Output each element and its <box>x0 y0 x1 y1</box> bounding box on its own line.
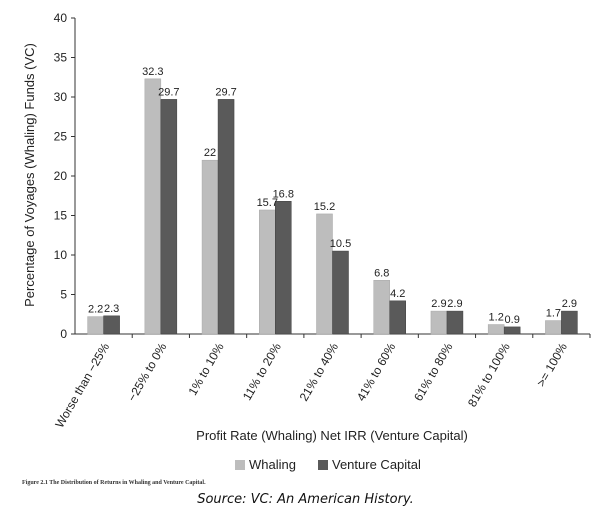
data-label-whaling: 1.2 <box>489 312 504 324</box>
data-label-whaling: 2.2 <box>88 304 103 316</box>
data-label-whaling: 32.3 <box>142 66 163 78</box>
bar-venture-capital <box>389 300 406 335</box>
x-axis-label: Profit Rate (Whaling) Net IRR (Venture C… <box>196 428 468 443</box>
y-tick-label: 40 <box>54 11 68 25</box>
bar-venture-capital <box>503 326 521 335</box>
data-label-venture-capital: 2.9 <box>447 298 462 310</box>
data-label-whaling: 15.7 <box>257 197 278 209</box>
x-tick-label: 81% to 100% <box>465 340 513 409</box>
x-tick-label: Worse than −25% <box>52 340 112 430</box>
x-tick-label: 21% to 40% <box>297 340 342 403</box>
bar-whaling <box>87 316 104 335</box>
figure-caption: Figure 2.1 The Distribution of Returns i… <box>22 480 206 486</box>
bar-venture-capital <box>332 250 349 335</box>
legend-swatch-whaling <box>235 460 245 470</box>
legend-swatch-venture-capital <box>318 460 328 470</box>
y-tick-label: 5 <box>60 288 67 302</box>
bar-whaling <box>487 324 505 335</box>
bar-whaling <box>373 280 390 335</box>
y-tick-label: 20 <box>54 169 68 183</box>
y-tick-label: 25 <box>54 130 68 144</box>
y-tick-labels: 0 5 10 15 20 25 30 35 40 <box>54 11 68 341</box>
bar-chart: 2.2 2.332.329.72229.715.716.815.210.56.84… <box>22 11 591 472</box>
data-label-venture-capital: 29.7 <box>215 86 236 98</box>
data-labels: 2.2 2.3 32.3 29.7 22 29.7 15.716.8 15.2 10.5 6.84… <box>88 66 577 326</box>
y-tick-label: 15 <box>54 209 68 223</box>
bar-venture-capital <box>103 315 120 335</box>
data-label-venture-capital: 4.2 <box>390 288 405 300</box>
y-axis-label: Percentage of Voyages (Whaling) Funds (V… <box>22 43 37 307</box>
y-tick-label: 35 <box>54 51 68 65</box>
bar-whaling <box>201 159 219 335</box>
legend: Whaling Venture Capital <box>235 457 421 472</box>
y-tick-label: 0 <box>60 327 67 341</box>
bar-venture-capital <box>217 99 235 335</box>
data-label-venture-capital: 2.9 <box>562 298 577 310</box>
y-tick-label: 30 <box>54 90 68 104</box>
data-label-whaling: 6.8 <box>374 267 389 279</box>
x-tick-label: >= 100% <box>534 340 570 389</box>
bar-venture-capital <box>561 310 578 335</box>
data-label-whaling: 1.7 <box>546 308 561 320</box>
bar-whaling <box>545 320 562 335</box>
data-label-venture-capital: 29.7 <box>158 86 179 98</box>
source-note: Source: VC: An American History. <box>197 492 414 507</box>
legend-label-venture-capital: Venture Capital <box>332 457 421 472</box>
data-label-venture-capital: 2.3 <box>104 303 119 315</box>
bar-venture-capital <box>275 201 292 335</box>
bar-venture-capital <box>160 99 178 335</box>
y-tick-label: 10 <box>54 248 68 262</box>
bar-whaling <box>430 310 448 335</box>
bar-whaling <box>144 78 162 335</box>
x-tick-label: 11% to 20% <box>240 340 284 403</box>
x-tick-labels: Worse than −25% −25% to 0% 1% to 10% 11% to… <box>52 340 570 430</box>
data-label-whaling: 22 <box>204 147 216 159</box>
data-label-whaling: 15.2 <box>314 201 335 213</box>
data-label-venture-capital: 16.8 <box>273 188 294 200</box>
x-tick-label: 61% to 80% <box>411 340 456 403</box>
legend-label-whaling: Whaling <box>249 457 296 472</box>
chart-bars <box>87 78 578 335</box>
x-tick-label: 41% to 60% <box>354 340 399 403</box>
data-label-venture-capital: 10.5 <box>330 238 351 250</box>
data-label-whaling: 2.9 <box>431 298 446 310</box>
x-tick-label: −25% to 0% <box>125 340 170 404</box>
bar-whaling <box>259 209 276 335</box>
data-label-venture-capital: 0.9 <box>505 314 520 326</box>
bar-whaling <box>316 213 333 335</box>
bar-venture-capital <box>446 310 464 335</box>
x-tick-label: 1% to 10% <box>186 340 227 398</box>
